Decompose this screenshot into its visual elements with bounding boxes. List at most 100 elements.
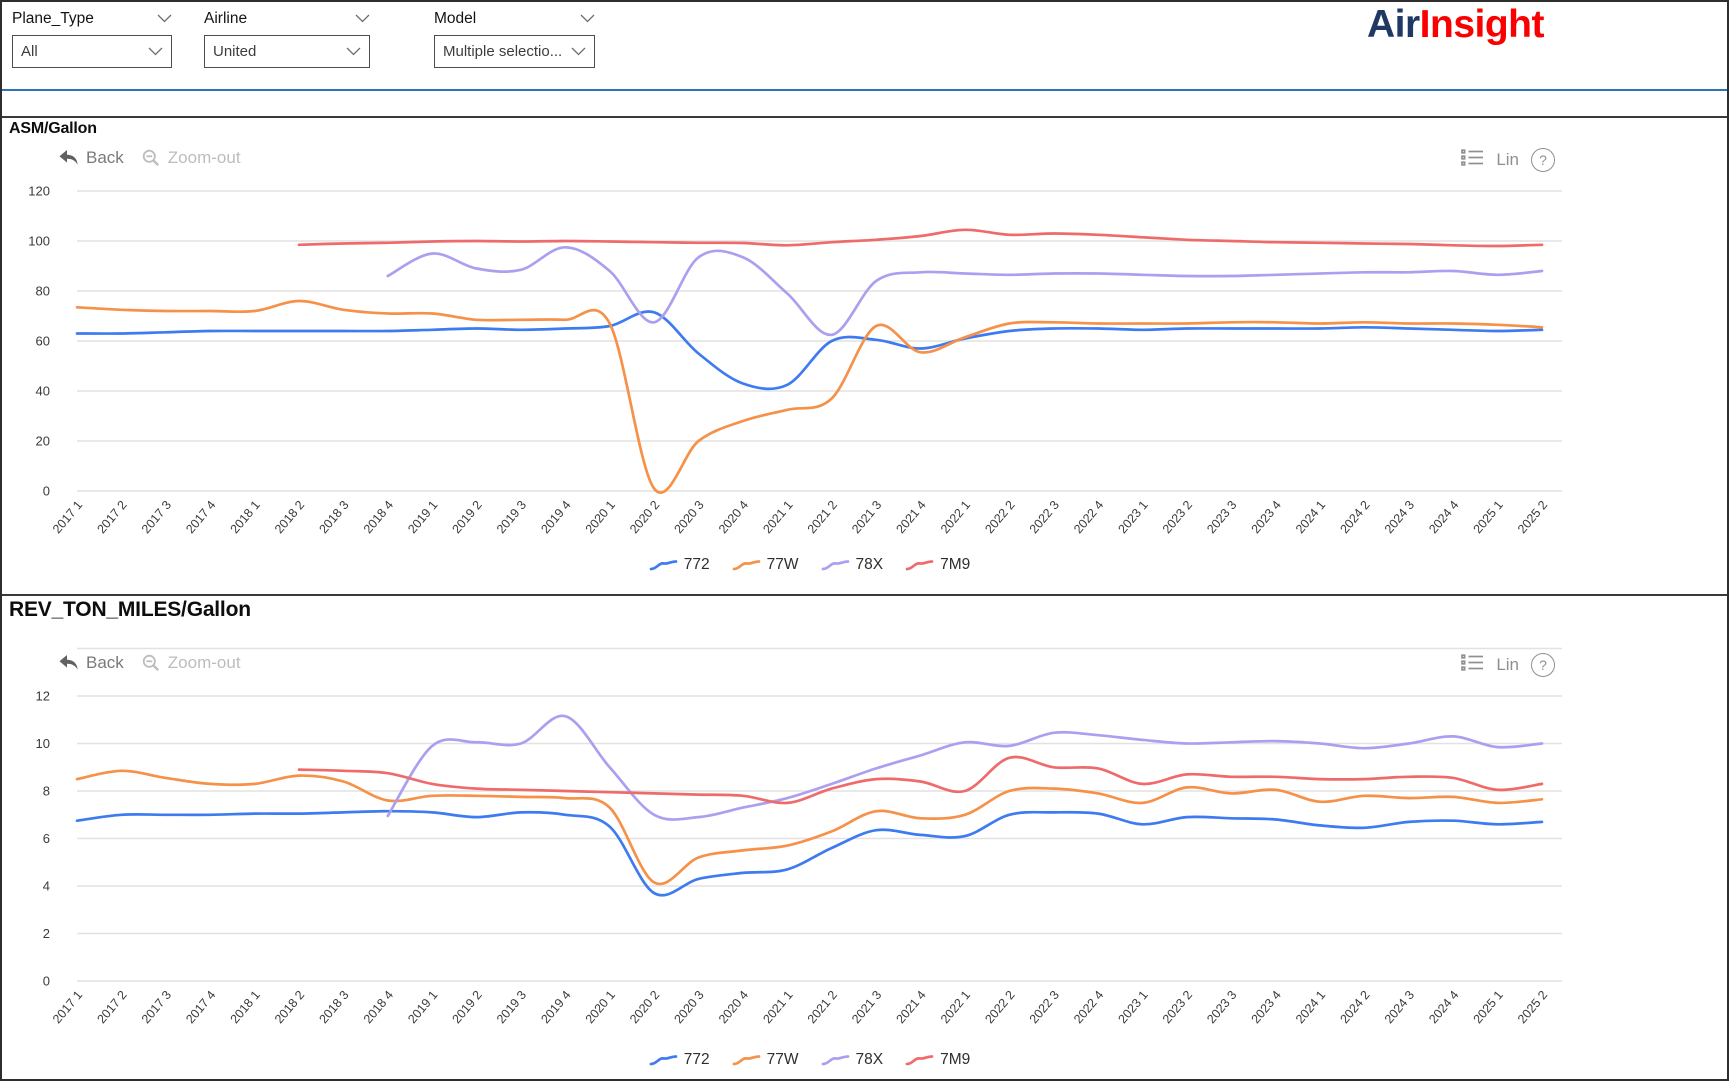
x-tick-label: 2023 1 — [1115, 988, 1150, 1026]
chart-panel-rev-ton-miles-gallon: REV_TON_MILES/Gallon Back Zoom-out Lin ?… — [2, 594, 1729, 1081]
app-logo-air: Air — [1366, 3, 1420, 46]
y-tick-label: 2 — [43, 926, 50, 941]
linear-scale-toggle[interactable]: Lin — [1496, 655, 1519, 674]
x-tick-label: 2021 2 — [805, 498, 840, 536]
series-line-77W — [75, 299, 1544, 494]
chevron-down-icon — [571, 43, 586, 60]
chevron-down-icon — [148, 43, 163, 60]
legend-label: 78X — [855, 1051, 884, 1068]
x-tick-label: 2025 1 — [1471, 988, 1506, 1026]
chart-toolbar: Back Zoom-out — [58, 653, 241, 673]
x-tick-label: 2020 4 — [716, 498, 751, 536]
back-button[interactable]: Back — [58, 653, 124, 673]
x-tick-label: 2023 2 — [1160, 988, 1195, 1026]
filter-plane-type-select[interactable]: All — [12, 35, 172, 68]
back-button[interactable]: Back — [58, 148, 124, 168]
legend-list-icon[interactable] — [1461, 148, 1484, 172]
legend-list-icon[interactable] — [1461, 653, 1484, 677]
legend-item-77W[interactable]: 77W — [732, 1051, 799, 1069]
x-tick-label: 2023 4 — [1249, 988, 1284, 1026]
x-tick-label: 2019 2 — [449, 498, 484, 536]
legend-item-77W[interactable]: 77W — [732, 556, 799, 574]
y-tick-label: 6 — [43, 831, 50, 846]
legend-item-78X[interactable]: 78X — [821, 1051, 884, 1069]
x-tick-label: 2019 2 — [449, 988, 484, 1026]
filter-bar: Plane_Type All Airline United — [2, 2, 1727, 91]
legend-item-7M9[interactable]: 7M9 — [905, 1051, 970, 1069]
gridlines — [77, 190, 1562, 492]
chevron-down-icon[interactable] — [157, 10, 172, 28]
x-tick-label: 2023 3 — [1204, 988, 1239, 1026]
back-arrow-icon — [59, 149, 78, 165]
filter-plane-type-label: Plane_Type — [12, 10, 94, 27]
legend-label: 7M9 — [940, 556, 971, 573]
legend-label: 78X — [855, 556, 884, 573]
y-tick-label: 120 — [28, 184, 50, 199]
legend-item-772[interactable]: 772 — [649, 556, 710, 574]
chart-legend: 772 77W 78X 7M9 — [77, 1051, 1542, 1069]
chart-toolbar: Back Zoom-out — [58, 148, 241, 168]
legend-label: 7M9 — [940, 1051, 971, 1068]
x-tick-label: 2025 2 — [1515, 498, 1550, 536]
x-tick-label: 2022 1 — [938, 498, 973, 536]
filter-airline-header[interactable]: Airline — [204, 6, 370, 32]
chevron-down-icon[interactable] — [580, 10, 595, 28]
x-tick-label: 2019 3 — [494, 498, 529, 536]
x-tick-label: 2018 3 — [316, 498, 351, 536]
filter-airline: Airline United — [204, 6, 370, 68]
x-tick-label: 2024 2 — [1337, 498, 1372, 536]
legend-label: 772 — [683, 1051, 710, 1068]
chevron-down-icon — [346, 43, 361, 60]
filter-model-header[interactable]: Model — [434, 6, 595, 32]
x-tick-label: 2023 3 — [1204, 498, 1239, 536]
legend-item-78X[interactable]: 78X — [821, 556, 884, 574]
x-tick-label: 2022 2 — [982, 988, 1017, 1026]
legend-line-icon — [732, 1055, 760, 1066]
x-tick-label: 2018 2 — [272, 988, 307, 1026]
series-line-77W — [75, 769, 1544, 886]
help-icon[interactable]: ? — [1531, 148, 1555, 172]
series-line-78X — [386, 714, 1544, 821]
x-tick-label: 2022 1 — [938, 988, 973, 1026]
x-tick-label: 2025 1 — [1471, 498, 1506, 536]
x-tick-label: 2022 4 — [1071, 988, 1106, 1026]
filter-airline-select[interactable]: United — [204, 35, 370, 68]
legend-item-7M9[interactable]: 7M9 — [905, 556, 970, 574]
x-tick-label: 2020 1 — [583, 498, 618, 536]
legend-item-772[interactable]: 772 — [649, 1051, 710, 1069]
x-tick-label: 2019 1 — [405, 988, 440, 1026]
x-tick-label: 2017 1 — [50, 498, 85, 536]
linear-scale-toggle[interactable]: Lin — [1496, 150, 1519, 169]
legend-line-icon — [649, 560, 678, 571]
help-icon[interactable]: ? — [1531, 653, 1555, 677]
filter-model-label: Model — [434, 10, 477, 27]
legend-label: 772 — [683, 556, 710, 573]
legend-line-icon — [821, 1055, 849, 1066]
chevron-down-icon[interactable] — [355, 10, 370, 28]
legend-line-icon — [821, 560, 849, 571]
x-tick-label: 2021 4 — [893, 498, 928, 536]
x-tick-label: 2022 3 — [1027, 498, 1062, 536]
x-tick-label: 2024 3 — [1382, 988, 1417, 1026]
zoom-out-button[interactable]: Zoom-out — [142, 653, 241, 673]
x-tick-label: 2017 2 — [94, 498, 129, 536]
x-tick-label: 2017 2 — [94, 988, 129, 1026]
x-tick-label: 2018 3 — [316, 988, 351, 1026]
x-tick-label: 2021 2 — [805, 988, 840, 1026]
y-axis-labels: 0 2 4 6 8 10 12 — [36, 689, 50, 989]
zoom-out-button[interactable]: Zoom-out — [142, 148, 241, 168]
series-line-7M9 — [297, 755, 1544, 805]
chart-panel-asm-gallon: ASM/Gallon Back Zoom-out Lin ? 0 20 40 60 80… — [2, 116, 1729, 596]
x-axis-labels: 2017 1 2017 2 2017 3 2017 4 2018 1 2018 2 2018… — [50, 498, 1550, 536]
filter-plane-type-header[interactable]: Plane_Type — [12, 6, 172, 32]
filter-model-select[interactable]: Multiple selectio... — [434, 35, 595, 68]
filter-airline-value: United — [213, 43, 257, 60]
chart-legend: 772 77W 78X 7M9 — [77, 556, 1542, 574]
legend-label: 77W — [766, 556, 799, 573]
x-tick-label: 2018 4 — [361, 498, 396, 536]
legend-line-icon — [649, 1055, 678, 1066]
filter-plane-type: Plane_Type All — [12, 6, 172, 68]
y-tick-label: 0 — [43, 974, 50, 989]
